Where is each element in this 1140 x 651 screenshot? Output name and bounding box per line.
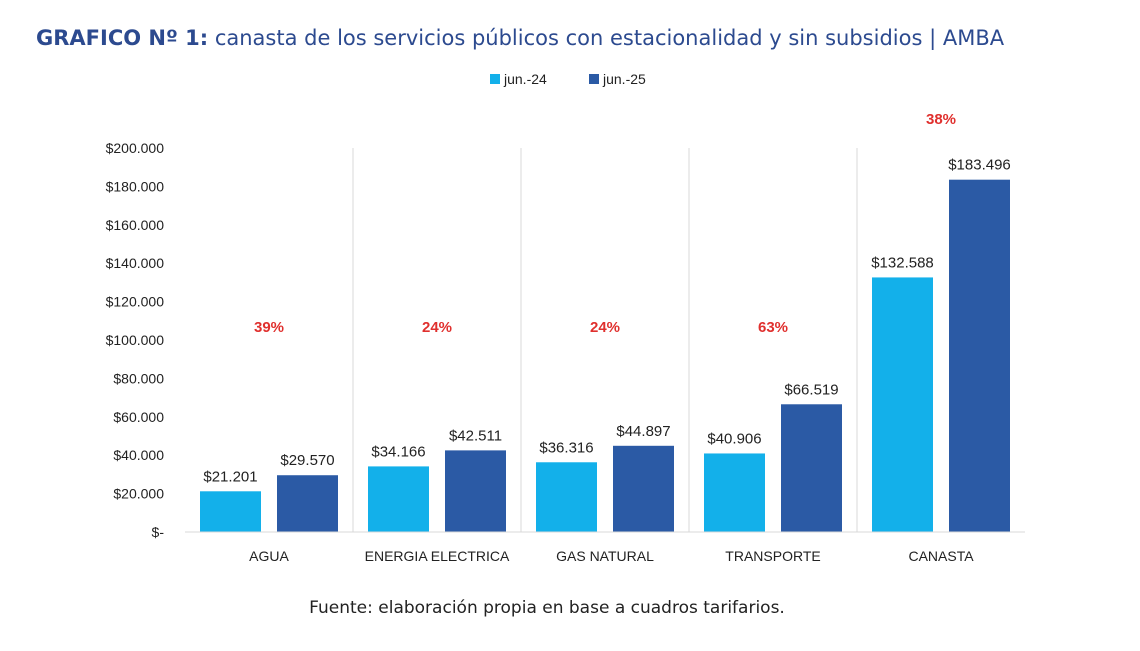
bars <box>200 179 1010 532</box>
y-axis: $- $20.000 $40.000 $60.000 $80.000 $100.000 $1… <box>106 140 165 540</box>
x-axis: AGUA ENERGIA ELECTRICA GAS NATURAL TRANSPOR… <box>185 531 1025 564</box>
percent-change-label: 24% <box>422 319 452 336</box>
bar-jun24 <box>368 466 429 532</box>
category-label: AGUA <box>249 548 289 564</box>
y-tick-label: $100.000 <box>106 332 165 348</box>
bar-chart: jun.-24 jun.-25 $- $20.000 $40.000 $60.000 $8… <box>106 71 1025 564</box>
data-label: $36.316 <box>539 439 593 456</box>
chart-title-prefix: GRAFICO Nº 1: <box>36 26 209 50</box>
category-label: TRANSPORTE <box>725 548 820 564</box>
y-tick-label: $- <box>152 524 165 540</box>
data-labels: $21.201 $29.570 $34.166 $42.511 $36.316 $44.8… <box>203 157 1010 486</box>
category-separators <box>352 148 858 532</box>
bar-jun24 <box>200 491 261 532</box>
chart-title: GRAFICO Nº 1: canasta de los servicios p… <box>36 26 1116 50</box>
y-tick-label: $40.000 <box>113 447 164 463</box>
legend-swatch <box>490 74 500 84</box>
legend-label: jun.-25 <box>602 71 646 87</box>
bar-jun25 <box>781 404 842 532</box>
data-label: $29.570 <box>280 452 334 469</box>
chart-title-text: canasta de los servicios públicos con es… <box>214 26 1005 50</box>
y-tick-label: $160.000 <box>106 217 165 233</box>
percent-change-label: 63% <box>758 319 788 336</box>
data-label: $40.906 <box>707 430 761 447</box>
y-tick-label: $140.000 <box>106 255 165 271</box>
bar-jun24 <box>536 462 597 532</box>
data-label: $21.201 <box>203 468 257 485</box>
category-label: GAS NATURAL <box>556 548 654 564</box>
legend-label: jun.-24 <box>503 71 547 87</box>
percent-labels: 39% 24% 24% 63% 38% <box>254 111 956 336</box>
y-tick-label: $180.000 <box>106 178 165 194</box>
percent-change-label: 38% <box>926 111 956 128</box>
data-label: $66.519 <box>784 381 838 398</box>
data-label: $183.496 <box>948 157 1011 174</box>
bar-jun25 <box>277 475 338 532</box>
bar-jun24 <box>872 277 933 532</box>
y-tick-label: $60.000 <box>113 409 164 425</box>
data-label: $34.166 <box>371 443 425 460</box>
y-tick-label: $120.000 <box>106 294 165 310</box>
data-label: $42.511 <box>449 427 502 444</box>
bar-jun25 <box>445 450 506 532</box>
category-label: ENERGIA ELECTRICA <box>365 548 510 564</box>
percent-change-label: 39% <box>254 319 284 336</box>
bar-jun25 <box>949 179 1010 532</box>
y-tick-label: $80.000 <box>113 370 164 386</box>
data-label: $132.588 <box>871 254 934 271</box>
legend: jun.-24 jun.-25 <box>490 71 646 87</box>
bar-jun24 <box>704 453 765 532</box>
y-tick-label: $200.000 <box>106 140 165 156</box>
data-label: $44.897 <box>616 423 670 440</box>
percent-change-label: 24% <box>590 319 620 336</box>
y-tick-label: $20.000 <box>113 486 164 502</box>
legend-swatch <box>589 74 599 84</box>
source-note: Fuente: elaboración propia en base a cua… <box>309 598 785 618</box>
category-label: CANASTA <box>908 548 974 564</box>
bar-jun25 <box>613 445 674 532</box>
